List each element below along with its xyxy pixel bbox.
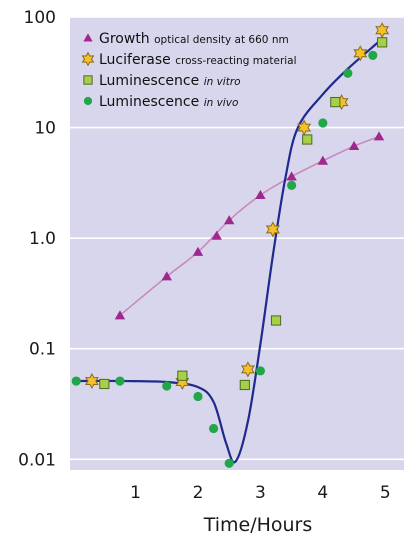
luminescence-in-vivo-point — [162, 381, 172, 391]
legend-luminescence-in-vivo-name: Luminescence — [99, 94, 204, 110]
luciferase-point — [375, 22, 390, 39]
legend-luciferase-name: Luciferase — [99, 52, 175, 68]
luminescence-in-vitro-point — [377, 37, 388, 48]
legend-luminescence-in-vitro-name: Luminescence — [99, 73, 204, 89]
luminescence-in-vivo-point — [318, 118, 328, 128]
legend-luciferase-suffix: cross-reacting material — [175, 55, 296, 67]
legend-luciferase-label: Luciferase cross-reacting material — [99, 52, 297, 68]
growth-point — [286, 171, 297, 181]
y-tick-label: 0.1 — [29, 340, 56, 360]
y-axis-ticks: 0.01 0.1 1.0 10 100 — [18, 8, 56, 470]
growth-point — [373, 131, 385, 141]
x-axis-title: Time/Hours — [203, 514, 313, 536]
luminescence-in-vivo-point — [224, 458, 234, 468]
y-tick-label: 10 — [34, 119, 56, 139]
growth-point — [223, 215, 235, 225]
growth-point — [255, 189, 266, 200]
growth-point — [192, 246, 204, 256]
legend-luciferase-icon — [81, 51, 95, 67]
legend-luminescence-in-vitro-suffix: in vitro — [204, 76, 241, 88]
luminescence-in-vivo-point — [343, 68, 353, 78]
y-tick-label: 0.01 — [18, 450, 56, 470]
luminescence-in-vivo-point — [368, 50, 378, 60]
legend: Growth optical density at 660 nm Lucifera… — [81, 31, 297, 110]
luciferase-point — [353, 45, 368, 62]
luciferase-point — [175, 373, 190, 391]
luminescence-in-vivo-point — [71, 376, 81, 386]
x-axis-ticks: 1 2 3 4 5 — [130, 483, 391, 503]
data-points — [71, 22, 390, 468]
x-tick-label: 2 — [193, 483, 204, 503]
plot-background — [70, 17, 404, 470]
growth-point — [348, 140, 360, 150]
growth-point — [114, 310, 126, 320]
legend-growth-name: Growth — [99, 31, 154, 47]
luminescence-in-vivo-point — [193, 391, 203, 402]
legend-growth-label: Growth optical density at 660 nm — [99, 31, 289, 47]
luminescence-in-vitro-point — [177, 370, 188, 381]
luminescence-in-vivo-point — [115, 376, 125, 386]
legend-luminescence-in-vitro-icon — [83, 75, 93, 85]
luciferase-point — [241, 361, 255, 378]
luminescence-in-vivo-point — [255, 366, 266, 376]
legend-growth-icon — [83, 33, 93, 42]
luminescence-in-vivo-point — [208, 423, 219, 434]
legend-luminescence-in-vivo-label: Luminescence in vivo — [99, 94, 238, 110]
legend-luminescence-in-vivo-icon — [83, 96, 93, 106]
x-tick-label: 4 — [317, 483, 328, 503]
grid — [70, 16, 404, 461]
x-tick-label: 3 — [255, 483, 266, 503]
growth-point — [317, 155, 329, 165]
x-tick-label: 5 — [380, 483, 391, 503]
legend-growth-suffix: optical density at 660 nm — [154, 34, 289, 46]
legend-luminescence-in-vivo-suffix: in vivo — [204, 97, 239, 109]
luminescence-in-vitro-point — [330, 96, 341, 108]
growth-point — [211, 230, 222, 240]
luciferase-point — [84, 372, 99, 390]
luminescence-in-vivo-point — [287, 180, 297, 190]
luminescence-in-vitro-point — [239, 379, 250, 391]
y-tick-label: 1.0 — [29, 229, 56, 249]
y-tick-label: 100 — [24, 8, 56, 28]
luciferase-point — [265, 221, 280, 238]
luminescence-in-vitro-point — [99, 378, 110, 390]
luminescence-in-vitro-point — [302, 134, 313, 145]
x-tick-label: 1 — [130, 483, 141, 503]
luminescence-in-vitro-point — [270, 315, 282, 326]
legend-luminescence-in-vitro-label: Luminescence in vitro — [99, 73, 241, 89]
growth-point — [161, 271, 172, 281]
